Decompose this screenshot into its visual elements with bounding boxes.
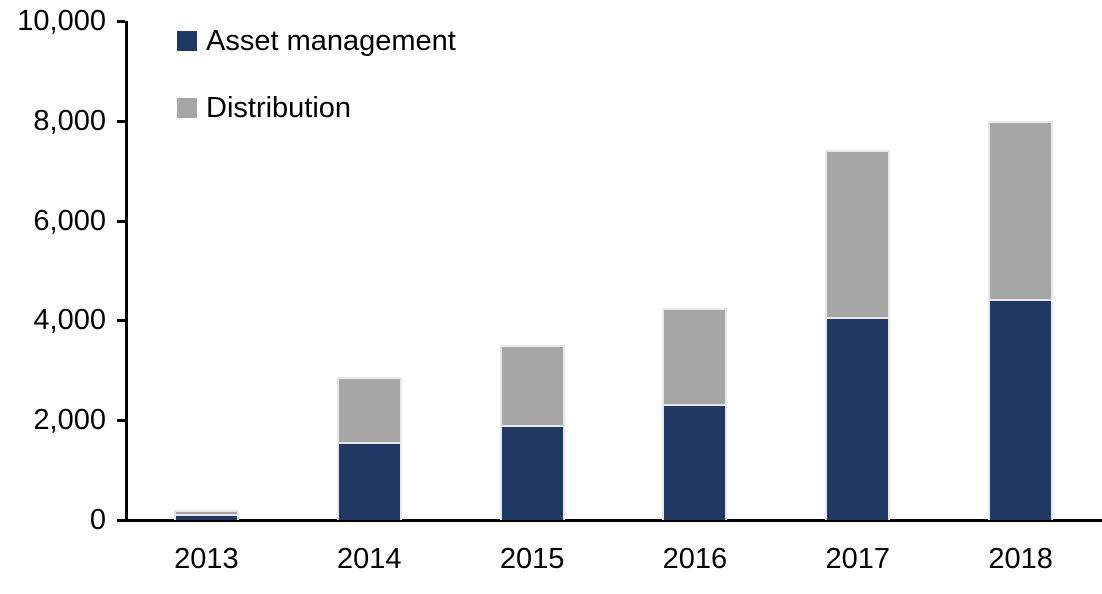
- x-tick-label-2018: 2018: [988, 543, 1053, 575]
- bar-segment-2017-asset-management: [827, 318, 889, 520]
- stacked-bar-2017: [825, 150, 891, 520]
- bar-segment-2018-distribution: [990, 122, 1052, 301]
- x-axis-line: [125, 519, 1102, 522]
- legend-item-asset-management: Asset management: [177, 22, 456, 60]
- bar-segment-2018-asset-management: [990, 300, 1052, 520]
- legend-swatch-distribution-icon: [177, 98, 197, 118]
- legend-label-distribution: Distribution: [206, 91, 352, 124]
- stacked-bar-2013: [173, 510, 239, 520]
- bar-segment-2013-distribution: [175, 512, 237, 517]
- y-tick-mark: [117, 219, 125, 223]
- y-tick-label: 0: [89, 504, 106, 536]
- y-tick-mark: [117, 519, 125, 522]
- bar-segment-2014-asset-management: [338, 443, 400, 520]
- y-tick-label: 4,000: [33, 304, 106, 337]
- y-tick-label: 6,000: [33, 204, 106, 237]
- bar-segment-2015-distribution: [501, 346, 563, 427]
- y-tick-mark: [117, 20, 125, 23]
- y-tick-mark: [117, 319, 125, 323]
- bar-segment-2013-asset-management: [175, 516, 237, 520]
- y-tick-label: 2,000: [33, 404, 106, 437]
- y-tick-mark: [117, 119, 125, 123]
- stacked-bar-2016: [662, 307, 728, 520]
- legend-item-distribution: Distribution: [177, 89, 456, 127]
- y-tick-mark: [117, 419, 125, 423]
- bar-segment-2014-distribution: [338, 379, 400, 444]
- x-tick-label-2017: 2017: [825, 543, 890, 575]
- x-tick-label-2013: 2013: [174, 543, 239, 575]
- stacked-bar-2018: [988, 120, 1054, 520]
- bar-segment-2016-asset-management: [664, 405, 726, 520]
- y-axis-line: [125, 21, 128, 522]
- legend-label-asset-management: Asset management: [206, 24, 456, 57]
- x-tick-label-2014: 2014: [336, 543, 402, 575]
- y-tick-label: 10,000: [17, 5, 106, 37]
- stacked-bar-2015: [499, 344, 565, 520]
- bar-segment-2017-distribution: [827, 152, 889, 319]
- legend-swatch-asset-management-icon: [177, 31, 197, 51]
- legend: Asset management Distribution: [177, 22, 456, 156]
- y-tick-label: 8,000: [33, 104, 106, 137]
- x-tick-label-2015: 2015: [499, 543, 565, 575]
- x-tick-label-2016: 2016: [662, 543, 728, 575]
- stacked-bar-2014: [336, 377, 402, 520]
- bar-segment-2015-asset-management: [501, 426, 563, 520]
- bar-segment-2016-distribution: [664, 309, 726, 406]
